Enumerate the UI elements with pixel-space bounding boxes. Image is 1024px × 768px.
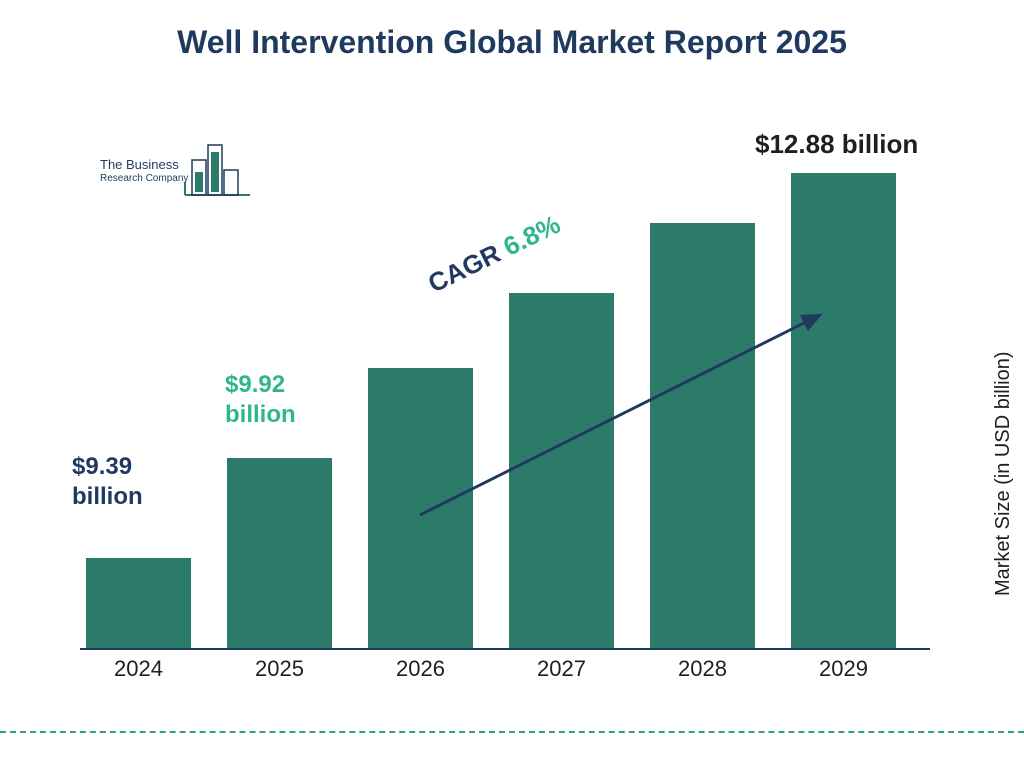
bar [650,223,755,648]
bottom-dashed-divider [0,731,1024,733]
y-axis-label: Market Size (in USD billion) [993,352,1016,597]
bar [227,458,332,648]
x-axis-label: 2024 [86,656,191,682]
x-axis-label: 2026 [368,656,473,682]
x-axis-label: 2029 [791,656,896,682]
value-label: $12.88 billion [755,128,918,161]
x-axis-label: 2025 [227,656,332,682]
bar-chart: 2024 2025 2026 2027 2028 2029 [80,120,930,680]
x-axis-label: 2027 [509,656,614,682]
value-label: $9.39billion [72,452,143,512]
chart-title: Well Intervention Global Market Report 2… [0,24,1024,61]
x-axis [80,648,930,650]
value-label: $9.92billion [225,370,296,430]
bar [791,173,896,648]
bar [368,368,473,648]
bar [509,293,614,648]
x-axis-label: 2028 [650,656,755,682]
bar [86,558,191,648]
